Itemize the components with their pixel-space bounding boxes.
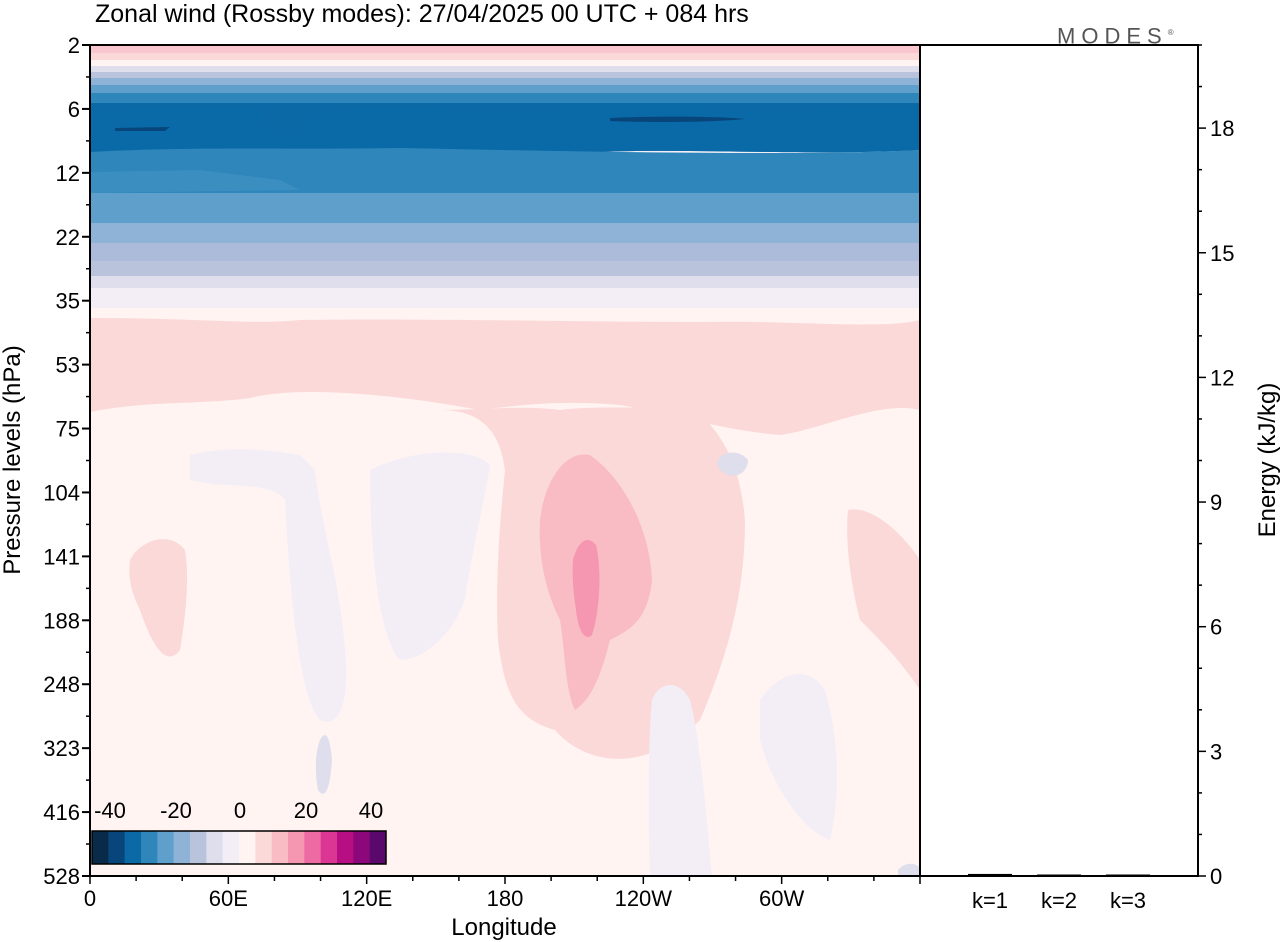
energy-bar-label: k=1 bbox=[972, 888, 1008, 913]
energy-tick-label: 15 bbox=[1210, 241, 1234, 266]
energy-panel-frame bbox=[919, 44, 1199, 877]
chart-title: Zonal wind (Rossby modes): 27/04/2025 00… bbox=[95, 0, 749, 28]
colorbar-swatch bbox=[190, 831, 207, 864]
energy-axis-title: Energy (kJ/kg) bbox=[1254, 383, 1280, 538]
longitude-axis: 0 60E 120E 180 120W 60W bbox=[84, 876, 921, 911]
colorbar-swatch bbox=[92, 831, 109, 864]
pressure-axis: 2 6 12 22 35 53 75 104 141 188 248 323 416 528 bbox=[43, 33, 90, 889]
logo-mark: ® bbox=[1167, 28, 1174, 37]
colorbar-swatch bbox=[369, 831, 387, 864]
colorbar-tick-label: -20 bbox=[160, 798, 192, 823]
longitude-tick-label: 120E bbox=[341, 886, 392, 911]
energy-bar bbox=[1106, 874, 1150, 876]
colorbar-tick-label: 20 bbox=[294, 798, 318, 823]
pressure-tick-label: 416 bbox=[43, 800, 80, 825]
energy-tick-label: 18 bbox=[1210, 116, 1234, 141]
colorbar-swatch bbox=[222, 831, 240, 864]
energy-bar-label: k=3 bbox=[1110, 888, 1146, 913]
longitude-tick-label: 120W bbox=[615, 886, 673, 911]
pressure-tick-label: 75 bbox=[56, 417, 80, 442]
y-axis-title: Pressure levels (hPa) bbox=[0, 345, 26, 574]
energy-bar bbox=[1037, 874, 1081, 876]
colorbar-swatch bbox=[304, 831, 321, 864]
pressure-tick-label: 53 bbox=[56, 353, 80, 378]
pressure-tick-label: 141 bbox=[43, 544, 80, 569]
longitude-tick-label: 60W bbox=[759, 886, 804, 911]
pressure-tick-label: 35 bbox=[56, 289, 80, 314]
longitude-tick-label: 180 bbox=[487, 886, 524, 911]
energy-bars bbox=[968, 873, 1150, 876]
colorbar-tick-label: -40 bbox=[94, 798, 126, 823]
colorbar bbox=[91, 830, 387, 865]
energy-tick-label: 9 bbox=[1210, 490, 1222, 515]
colorbar-labels: -40 -20 0 20 40 bbox=[94, 798, 383, 823]
colorbar-swatch bbox=[124, 831, 142, 864]
pressure-tick-label: 323 bbox=[43, 736, 80, 761]
energy-bar bbox=[968, 873, 1012, 876]
colorbar-swatch bbox=[288, 831, 305, 864]
colorbar-swatch bbox=[271, 831, 289, 864]
colorbar-tick-label: 40 bbox=[359, 798, 383, 823]
colorbar-swatch bbox=[173, 831, 191, 864]
colorbar-swatch bbox=[255, 831, 272, 864]
pressure-tick-label: 22 bbox=[56, 225, 80, 250]
pressure-tick-label: 12 bbox=[56, 161, 80, 186]
pressure-tick-label: 104 bbox=[43, 480, 80, 505]
pressure-tick-label: 248 bbox=[43, 672, 80, 697]
colorbar-swatch bbox=[337, 831, 354, 864]
energy-bar-labels: k=1 k=2 k=3 bbox=[972, 888, 1146, 913]
colorbar-frame bbox=[91, 830, 387, 865]
colorbar-swatch bbox=[320, 831, 338, 864]
pressure-tick-label: 528 bbox=[43, 864, 80, 889]
pressure-tick-label: 188 bbox=[43, 608, 80, 633]
colorbar-swatch bbox=[206, 831, 223, 864]
pressure-tick-label: 6 bbox=[68, 97, 80, 122]
energy-tick-label: 12 bbox=[1210, 365, 1234, 390]
energy-bar-label: k=2 bbox=[1041, 888, 1077, 913]
energy-tick-label: 0 bbox=[1210, 864, 1222, 889]
x-axis-title: Longitude bbox=[451, 914, 556, 941]
colorbar-tick-label: 0 bbox=[234, 798, 246, 823]
heatmap-field bbox=[90, 45, 920, 876]
colorbar-swatch bbox=[239, 831, 256, 864]
longitude-tick-label: 0 bbox=[84, 886, 96, 911]
colorbar-swatch bbox=[353, 831, 370, 864]
energy-tick-label: 3 bbox=[1210, 739, 1222, 764]
energy-tick-label: 6 bbox=[1210, 615, 1222, 640]
longitude-tick-label: 60E bbox=[209, 886, 248, 911]
energy-axis: 0 3 6 9 12 15 18 bbox=[1198, 44, 1234, 889]
colorbar-swatch bbox=[141, 831, 158, 864]
colorbar-swatch bbox=[108, 831, 125, 864]
pressure-tick-label: 2 bbox=[68, 33, 80, 58]
colorbar-swatch bbox=[157, 831, 174, 864]
